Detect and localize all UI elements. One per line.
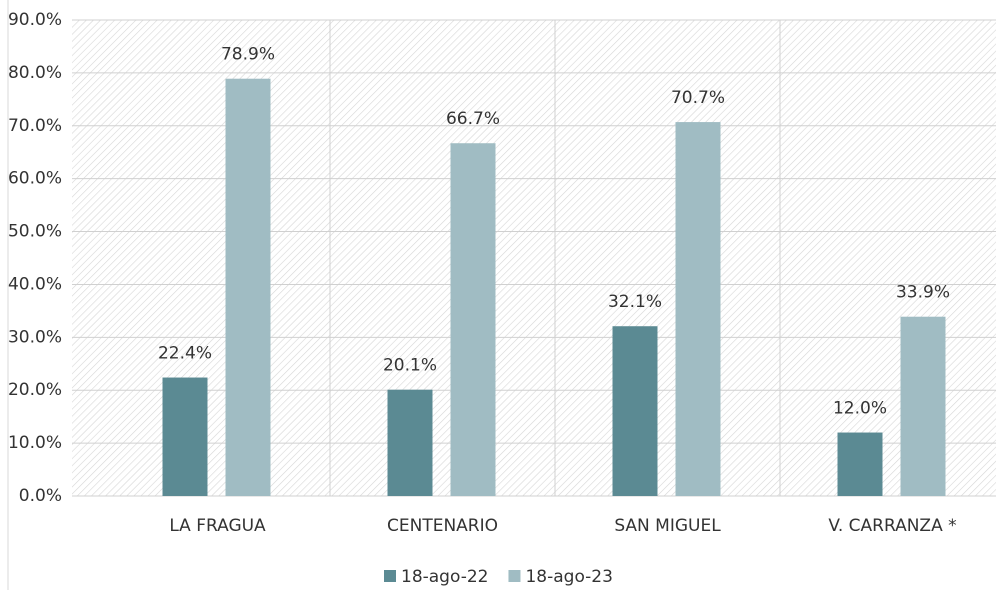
y-tick-label: 40.0% bbox=[8, 274, 62, 294]
bar bbox=[612, 326, 658, 496]
y-tick-label: 30.0% bbox=[8, 327, 62, 347]
data-label: 20.1% bbox=[383, 356, 437, 376]
x-tick-label: SAN MIGUEL bbox=[614, 516, 721, 536]
bar bbox=[900, 316, 946, 496]
x-tick-label: LA FRAGUA bbox=[169, 516, 266, 536]
plot-area bbox=[72, 20, 996, 496]
data-label: 66.7% bbox=[446, 109, 500, 129]
y-tick-label: 90.0% bbox=[8, 10, 62, 30]
x-tick-label: V. CARRANZA * bbox=[828, 516, 956, 536]
data-label: 32.1% bbox=[608, 292, 662, 312]
data-label: 78.9% bbox=[221, 45, 275, 65]
bar bbox=[387, 389, 433, 496]
legend-swatch bbox=[508, 570, 521, 582]
data-label: 12.0% bbox=[833, 399, 887, 419]
legend-label: 18-ago-22 bbox=[401, 567, 488, 587]
bar bbox=[837, 432, 883, 496]
legend-label: 18-ago-23 bbox=[525, 567, 612, 587]
y-tick-label: 20.0% bbox=[8, 380, 62, 400]
y-tick-label: 80.0% bbox=[8, 63, 62, 83]
y-tick-label: 10.0% bbox=[8, 433, 62, 453]
y-tick-label: 70.0% bbox=[8, 116, 62, 136]
data-label: 70.7% bbox=[671, 88, 725, 108]
y-tick-label: 60.0% bbox=[8, 169, 62, 189]
bar bbox=[675, 122, 721, 496]
bar bbox=[225, 78, 271, 496]
bar bbox=[162, 377, 208, 496]
data-label: 22.4% bbox=[158, 344, 212, 364]
legend-swatch bbox=[384, 570, 396, 582]
y-tick-label: 50.0% bbox=[8, 222, 62, 242]
y-tick-label: 0.0% bbox=[19, 486, 62, 506]
bar bbox=[450, 143, 496, 496]
data-label: 33.9% bbox=[896, 283, 950, 303]
x-tick-label: CENTENARIO bbox=[387, 516, 498, 536]
